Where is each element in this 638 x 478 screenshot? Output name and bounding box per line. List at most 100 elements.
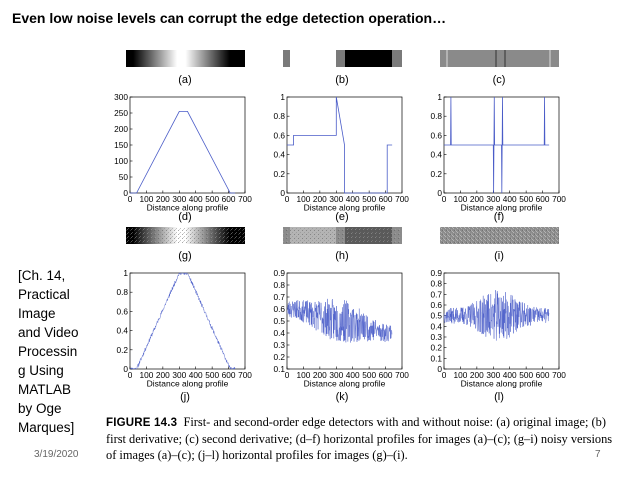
- x-tick-label: 600: [379, 194, 393, 204]
- x-axis-label: Distance along profile: [304, 379, 386, 389]
- plot-k: 0 100 200 300 400 500 600 700 0.1 0.2 0.3 0.4 0.5 0.6…: [273, 268, 409, 389]
- y-tick-label: 0.4: [430, 150, 442, 160]
- x-tick-label: 500: [205, 194, 219, 204]
- x-axis-label: Distance along profile: [461, 203, 543, 213]
- y-tick-label: 0.4: [430, 321, 442, 331]
- x-tick-label: 400: [346, 370, 360, 380]
- x-tick-label: 0: [442, 194, 447, 204]
- plot-k-series-line: [286, 298, 393, 343]
- x-tick-label: 400: [503, 370, 517, 380]
- x-tick-label: 300: [172, 370, 186, 380]
- caption-label: FIGURE 14.3: [106, 417, 178, 429]
- y-tick-label: 0: [123, 364, 128, 374]
- strip-g: [126, 227, 245, 244]
- panel-label-d: (d): [178, 211, 191, 223]
- y-tick-label: 200: [114, 124, 128, 134]
- x-tick-label: 0: [442, 370, 447, 380]
- x-axis-label: Distance along profile: [461, 379, 543, 389]
- x-tick-label: 500: [519, 370, 533, 380]
- panel-label-j: (j): [180, 391, 190, 403]
- y-tick-label: 1: [437, 92, 442, 102]
- slide-page-number: 7: [595, 449, 601, 460]
- y-tick-label: 50: [119, 172, 129, 182]
- y-tick-label: 300: [114, 92, 128, 102]
- plot-j: 0 100 200 300 400 500 600 700 0 0.2 0.4 0.6 0.8 1 Dist…: [116, 268, 252, 389]
- x-tick-label: 300: [486, 370, 500, 380]
- source-reference: [Ch. 14, Practical Image and Video Proce…: [18, 266, 88, 437]
- source-line: [Ch. 14,: [18, 268, 66, 283]
- plot-e: 0 100 200 300 400 500 600 700 0 0.2 0.4 0.6 0.8 1 Dist…: [273, 92, 409, 213]
- y-tick-label: 150: [114, 140, 128, 150]
- source-line: MATLAB: [18, 382, 72, 397]
- x-tick-label: 400: [503, 194, 517, 204]
- y-tick-label: 0: [437, 188, 442, 198]
- y-tick-label: 0.8: [116, 287, 128, 297]
- y-tick-label: 0.4: [273, 328, 285, 338]
- y-tick-label: 0.6: [430, 300, 442, 310]
- y-tick-label: 0.5: [273, 316, 285, 326]
- x-axis-label: Distance along profile: [147, 379, 229, 389]
- x-tick-label: 200: [156, 370, 170, 380]
- y-tick-label: 0.6: [116, 306, 128, 316]
- x-tick-label: 500: [519, 194, 533, 204]
- x-tick-label: 0: [128, 370, 133, 380]
- y-tick-label: 0.5: [430, 311, 442, 321]
- source-line: Practical: [18, 287, 70, 302]
- source-line: by Oge: [18, 401, 62, 416]
- x-tick-label: 500: [362, 370, 376, 380]
- plot-d-series-line: [130, 111, 236, 194]
- x-tick-label: 200: [470, 370, 484, 380]
- y-tick-label: 0: [123, 188, 128, 198]
- y-tick-label: 0.8: [273, 280, 285, 290]
- x-tick-label: 300: [486, 194, 500, 204]
- panel-label-g: (g): [178, 250, 191, 262]
- strip-a: [126, 50, 245, 67]
- plot-f: 0 100 200 300 400 500 600 700 0 0.2 0.4 0.6 0.8 1 Dist…: [430, 92, 566, 213]
- y-tick-label: 0.4: [116, 326, 128, 336]
- y-tick-label: 0.4: [273, 150, 285, 160]
- y-tick-label: 0.3: [273, 340, 285, 350]
- panel-label-c: (c): [493, 74, 506, 86]
- panel-label-f: (f): [494, 211, 504, 223]
- profile-plots: 0 100 200 300 400 500 600 700050100150200250300…: [114, 92, 566, 389]
- strip-b: [283, 50, 402, 67]
- strip-i: [440, 227, 559, 244]
- plot-j-frame: [129, 272, 246, 370]
- x-tick-label: 100: [454, 194, 468, 204]
- x-axis-label: Distance along profile: [147, 203, 229, 213]
- x-tick-label: 0: [128, 194, 133, 204]
- y-tick-label: 0.2: [430, 343, 442, 353]
- source-line: g Using: [18, 363, 64, 378]
- x-tick-label: 400: [346, 194, 360, 204]
- caption-text: First- and second-order edge detectors w…: [106, 415, 613, 462]
- x-tick-label: 500: [205, 370, 219, 380]
- x-tick-label: 100: [454, 370, 468, 380]
- slide-title: Even low noise levels can corrupt the ed…: [12, 10, 447, 26]
- x-tick-label: 600: [379, 370, 393, 380]
- x-tick-label: 100: [140, 194, 154, 204]
- x-tick-label: 400: [189, 370, 203, 380]
- x-tick-label: 600: [222, 194, 236, 204]
- strip-h: [283, 227, 402, 244]
- x-tick-label: 700: [238, 194, 252, 204]
- panel-label-l: (l): [494, 391, 504, 403]
- x-tick-label: 300: [172, 194, 186, 204]
- y-tick-label: 0.9: [430, 268, 442, 278]
- figure-caption: FIGURE 14.3 First- and second-order edge…: [106, 414, 616, 463]
- plot-d: 0 100 200 300 400 500 600 700050100150200250300…: [114, 92, 252, 213]
- y-tick-label: 0.1: [273, 364, 285, 374]
- x-tick-label: 400: [189, 194, 203, 204]
- x-tick-label: 300: [329, 370, 343, 380]
- plot-f-series-line: [444, 96, 550, 194]
- y-tick-label: 0: [280, 188, 285, 198]
- strip-c: [440, 50, 559, 67]
- x-tick-label: 700: [552, 370, 566, 380]
- x-tick-label: 0: [285, 370, 290, 380]
- x-tick-label: 200: [313, 194, 327, 204]
- plot-j-series-line: [130, 272, 236, 370]
- y-tick-label: 0: [437, 364, 442, 374]
- plot-e-series-line: [287, 96, 393, 194]
- x-tick-label: 100: [140, 370, 154, 380]
- x-tick-label: 100: [297, 194, 311, 204]
- y-tick-label: 0.2: [273, 169, 285, 179]
